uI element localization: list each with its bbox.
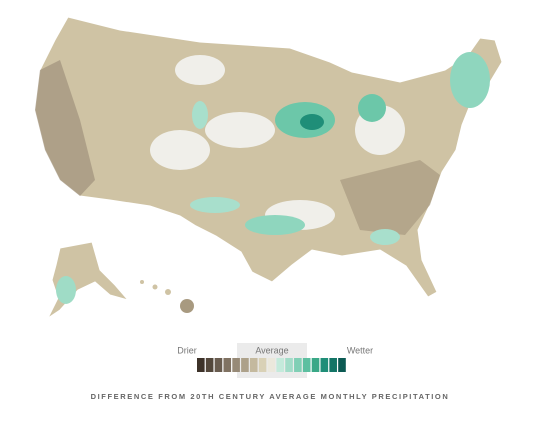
legend-swatch: [249, 358, 258, 372]
legend-swatch: [214, 358, 223, 372]
legend-high-label: Wetter: [347, 345, 373, 355]
wet-area: [358, 94, 386, 122]
island: [140, 280, 144, 284]
legend-swatch: [329, 358, 337, 372]
wet-area: [370, 229, 400, 245]
legend-swatches: [197, 358, 346, 372]
average-areas: [150, 55, 405, 230]
alaska-wet-area: [56, 276, 76, 304]
legend-swatch: [302, 358, 311, 372]
legend-swatch: [258, 358, 267, 372]
island: [165, 289, 171, 295]
legend-swatch: [205, 358, 214, 372]
legend-swatch: [223, 358, 232, 372]
island: [180, 299, 194, 313]
hawaii: [140, 280, 194, 313]
average-area: [150, 130, 210, 170]
average-area: [175, 55, 225, 85]
legend-swatch: [311, 358, 320, 372]
legend-swatch: [267, 358, 276, 372]
contiguous-us: [34, 16, 503, 298]
wet-areas: [190, 52, 490, 245]
wet-area: [245, 215, 305, 235]
legend-mid-label: Average: [255, 345, 288, 355]
wet-area: [192, 101, 208, 129]
wet-area: [450, 52, 490, 108]
island: [152, 284, 158, 290]
legend-low-label: Drier: [177, 345, 197, 355]
legend-swatch: [338, 358, 346, 372]
legend-swatch: [294, 358, 302, 372]
west-coast-dry: [35, 60, 95, 196]
average-area: [205, 112, 275, 148]
legend-swatch: [276, 358, 285, 372]
legend-swatch: [241, 358, 249, 372]
legend-swatch: [320, 358, 329, 372]
southeast-dry: [340, 160, 440, 235]
legend-swatch: [197, 358, 205, 372]
caption: DIFFERENCE FROM 20TH CENTURY AVERAGE MON…: [91, 392, 450, 401]
wet-area: [300, 114, 324, 130]
us-outline: [34, 16, 503, 298]
legend-swatch: [232, 358, 240, 372]
legend-swatch: [285, 358, 293, 372]
wet-area: [190, 197, 240, 213]
